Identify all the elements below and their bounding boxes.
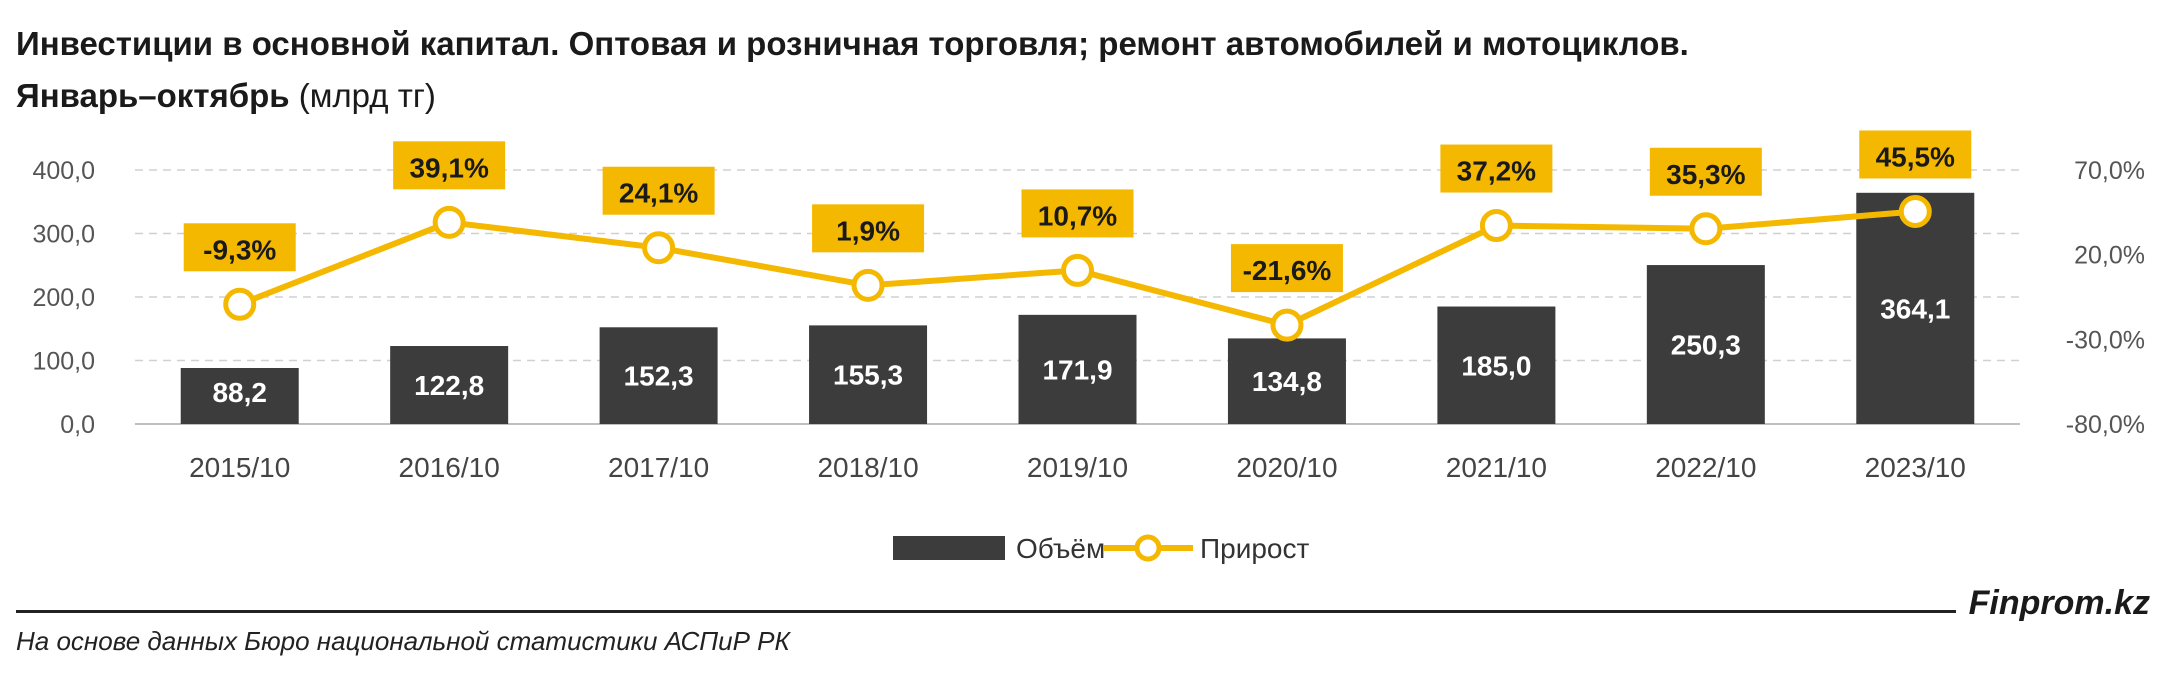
legend-line-label: Прирост — [1200, 533, 1309, 564]
growth-label-box — [1649, 147, 1762, 196]
y-left-tick-label: 200,0 — [32, 284, 95, 312]
x-tick-label: 2018/10 — [817, 452, 918, 483]
x-tick-label: 2020/10 — [1236, 452, 1337, 483]
growth-label-box — [1021, 189, 1134, 238]
x-tick-label: 2022/10 — [1655, 452, 1756, 483]
y-left-tick-label: 300,0 — [32, 221, 95, 249]
growth-label-box — [1440, 144, 1553, 193]
growth-value-label: 37,2% — [1457, 156, 1536, 187]
y-left-tick-label: 100,0 — [32, 348, 95, 376]
x-tick-label: 2021/10 — [1446, 452, 1547, 483]
chart-title-line1: Инвестиции в основной капитал. Оптовая и… — [16, 25, 1689, 62]
bar — [1018, 314, 1137, 424]
growth-value-label: 39,1% — [409, 152, 488, 183]
growth-point — [851, 268, 885, 302]
brand-logo-text: Finprom.kz — [1968, 584, 2150, 622]
growth-point — [1898, 194, 1932, 228]
bar — [1856, 192, 1975, 424]
y-right-tick-label: -30,0% — [2066, 326, 2145, 354]
source-note: На основе данных Бюро национальной стати… — [16, 626, 790, 656]
bar — [599, 327, 718, 424]
x-tick-label: 2023/10 — [1865, 452, 1966, 483]
bar-value-label: 155,3 — [833, 360, 903, 391]
growth-point — [642, 231, 676, 265]
bar-value-label: 134,8 — [1252, 366, 1322, 397]
growth-label-box — [602, 166, 715, 215]
x-tick-label: 2015/10 — [189, 452, 290, 483]
combo-chart: 0,0 100,0 200,0 300,0 400,0 -80,0% -30,0% 20,0%… — [32, 130, 2145, 564]
growth-value-label: 35,3% — [1666, 159, 1745, 190]
growth-point — [1061, 253, 1094, 287]
chart-title: Инвестиции в основной капитал. Оптовая и… — [16, 18, 1689, 122]
legend-line-marker — [1134, 534, 1162, 562]
bar — [1227, 338, 1346, 424]
bar — [180, 367, 299, 424]
x-tick-label: 2017/10 — [608, 452, 709, 483]
growth-value-label: -9,3% — [203, 234, 276, 265]
bar-value-label: 152,3 — [624, 361, 694, 392]
growth-label-box — [1230, 244, 1343, 293]
y-left-tick-label: 0,0 — [60, 411, 95, 439]
bar — [809, 325, 928, 424]
bar-value-label: 88,2 — [212, 377, 267, 408]
chart-title-period: Январь–октябрь — [16, 77, 290, 114]
growth-label-box — [1859, 130, 1972, 179]
growth-point — [1689, 212, 1723, 246]
x-tick-label: 2016/10 — [399, 452, 500, 483]
bar-value-label: 364,1 — [1880, 293, 1950, 324]
bar — [1646, 265, 1765, 424]
bar-value-label: 171,9 — [1042, 354, 1112, 385]
growth-point — [223, 287, 257, 321]
growth-value-label: 1,9% — [836, 215, 900, 246]
x-tick-label: 2019/10 — [1027, 452, 1128, 483]
growth-value-label: 10,7% — [1038, 200, 1117, 231]
growth-value-label: 45,5% — [1876, 141, 1955, 172]
y-right-tick-label: 20,0% — [2074, 242, 2145, 270]
bar-value-label: 185,0 — [1461, 350, 1531, 381]
growth-point — [432, 205, 466, 239]
growth-label-box — [812, 204, 925, 253]
legend-bar-label: Объём — [1016, 533, 1105, 564]
growth-point — [1479, 209, 1513, 243]
growth-label-box — [393, 141, 506, 190]
y-left-tick-label: 400,0 — [32, 157, 95, 185]
growth-point — [1270, 308, 1304, 342]
bar-value-label: 122,8 — [414, 370, 484, 401]
footer-divider — [16, 610, 1956, 613]
y-right-tick-label: -80,0% — [2066, 411, 2145, 439]
chart-title-unit: (млрд тг) — [289, 77, 436, 114]
legend-bar-swatch — [893, 536, 1005, 560]
bar-value-label: 250,3 — [1671, 330, 1741, 361]
bar — [1437, 306, 1556, 424]
bar — [390, 346, 509, 424]
growth-value-label: 24,1% — [619, 178, 698, 209]
growth-value-label: -21,6% — [1243, 255, 1332, 286]
y-right-tick-label: 70,0% — [2074, 157, 2145, 185]
growth-label-box — [183, 223, 296, 272]
